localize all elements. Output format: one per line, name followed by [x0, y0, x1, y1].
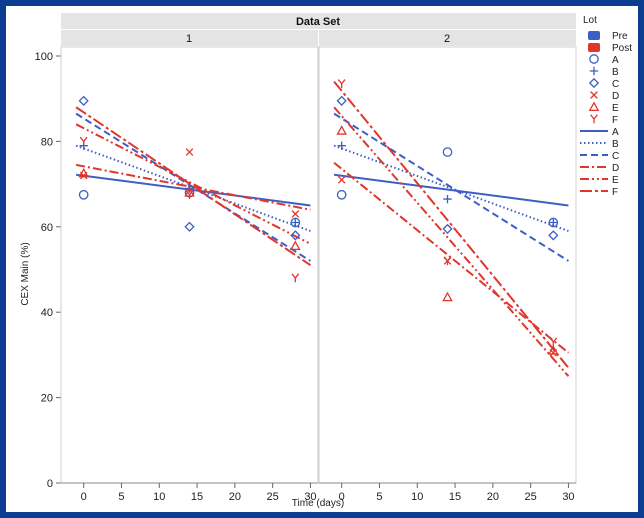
- panel-1: 0 5 10 15 20 25 30: [60, 46, 319, 503]
- legend-label-e: E: [612, 103, 619, 114]
- x-tick-label: 30: [304, 491, 316, 503]
- legend-line-label-f: F: [612, 187, 618, 198]
- point-b: [549, 218, 558, 227]
- legend-swatch-pre: [588, 31, 600, 40]
- chart-frame: Data Set 1 2 CEX Main (%) Time (days) Lo…: [6, 6, 638, 512]
- x-tick-label: 5: [376, 491, 382, 503]
- fit-line-e: [333, 106, 570, 377]
- legend-label-d: D: [612, 91, 619, 102]
- legend-label-f: F: [612, 115, 618, 126]
- x-tick-label: 10: [153, 491, 165, 503]
- legend-label-c: C: [612, 79, 619, 90]
- point-f: [79, 136, 88, 146]
- legend-label-a: A: [612, 55, 619, 66]
- point-c: [78, 95, 89, 106]
- point-d: [337, 176, 346, 184]
- point-c: [442, 223, 453, 235]
- legend-marker-d: [590, 91, 598, 99]
- fit-line-d: [333, 161, 570, 354]
- legend-label-pre: Pre: [612, 31, 628, 42]
- point-f: [337, 79, 346, 88]
- x-tick-label: 10: [411, 491, 423, 503]
- fit-line-f: [333, 80, 570, 369]
- x-tick-label: 15: [449, 491, 461, 503]
- panel-header-2: [319, 30, 576, 46]
- legend-line-label-d: D: [612, 163, 619, 174]
- point-a: [442, 147, 453, 157]
- point-c: [290, 230, 301, 241]
- point-c: [548, 230, 559, 241]
- y-tick-label: 100: [35, 51, 53, 63]
- legend-label-b: B: [612, 67, 619, 78]
- y-tick-label: 20: [41, 393, 53, 405]
- legend-marker-f: [590, 114, 598, 124]
- x-tick-label: 0: [339, 491, 345, 503]
- point-f: [291, 273, 300, 283]
- legend-label-post: Post: [612, 43, 632, 54]
- header-band: [61, 13, 576, 29]
- panel-header-1: [61, 30, 318, 46]
- point-d: [185, 148, 194, 156]
- x-tick-label: 20: [487, 491, 499, 503]
- header-title: Data Set: [296, 16, 340, 28]
- point-e: [442, 291, 453, 302]
- panel-border: [60, 46, 319, 484]
- point-a: [78, 189, 89, 200]
- x-axis-title: Time (days): [292, 498, 344, 509]
- legend-marker-e: [588, 101, 600, 112]
- chart-canvas: Data Set 1 2 CEX Main (%) Time (days) Lo…: [20, 13, 632, 509]
- x-tick-label: 5: [118, 491, 124, 503]
- point-e: [290, 240, 301, 251]
- panel-2: 0 5 10 15 20 25 30: [318, 46, 577, 503]
- legend-line-label-a: A: [612, 127, 619, 138]
- point-b: [443, 194, 452, 204]
- y-tick-label: 80: [41, 136, 53, 148]
- point-f: [185, 190, 194, 199]
- legend-line-label-b: B: [612, 139, 619, 150]
- x-tick-label: 25: [525, 491, 537, 503]
- point-b: [291, 218, 300, 227]
- x-tick-label: 25: [267, 491, 279, 503]
- fit-line-c: [333, 112, 569, 262]
- legend-marker-a: [589, 54, 599, 64]
- point-f: [443, 256, 452, 266]
- point-a: [336, 189, 347, 200]
- point-b: [337, 141, 346, 150]
- legend-line-label-e: E: [612, 175, 619, 186]
- point-c: [336, 95, 347, 106]
- y-tick-label: 0: [47, 478, 53, 490]
- point-e: [78, 167, 89, 178]
- x-tick-label: 0: [81, 491, 87, 503]
- panel-label-2: 2: [444, 33, 450, 45]
- point-e: [548, 345, 559, 355]
- point-e: [336, 125, 347, 135]
- legend-line-label-c: C: [612, 151, 619, 162]
- legend-marker-b: [589, 66, 599, 76]
- y-tick-label: 40: [41, 307, 53, 319]
- point-c: [184, 221, 195, 232]
- y-axis-title: CEX Main (%): [20, 242, 31, 305]
- x-tick-label: 15: [191, 491, 203, 503]
- panel-label-1: 1: [186, 33, 192, 45]
- x-tick-label: 20: [229, 491, 241, 503]
- legend-swatch-post: [588, 43, 600, 52]
- fit-line-f: [75, 106, 312, 267]
- legend-title: Lot: [583, 15, 597, 26]
- point-d: [291, 210, 300, 218]
- y-tick-label: 60: [41, 222, 53, 234]
- point-f: [549, 337, 558, 347]
- fit-line-a: [333, 173, 569, 207]
- x-tick-label: 30: [562, 491, 574, 503]
- legend-marker-c: [588, 77, 600, 89]
